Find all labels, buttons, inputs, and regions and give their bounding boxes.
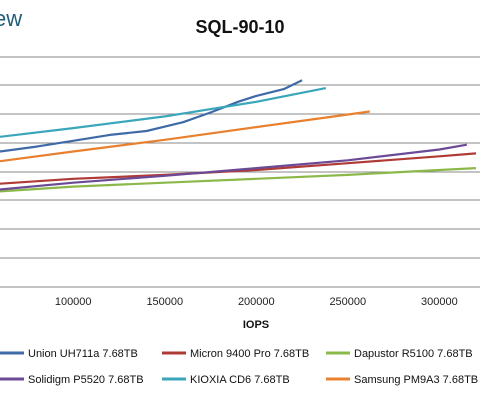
series-line-2 xyxy=(0,152,477,185)
series-line-1 xyxy=(0,79,303,153)
series-line-3 xyxy=(0,167,477,193)
x-tick-label: 200000 xyxy=(238,296,275,308)
x-tick-label: 100000 xyxy=(55,296,92,308)
x-tick-label: 250000 xyxy=(329,296,366,308)
legend-label: Solidigm P5520 7.68TB xyxy=(28,374,144,386)
series-line-5 xyxy=(0,87,327,138)
legend: Union UH711a 7.68TB Micron 9400 Pro 7.68T… xyxy=(0,348,478,386)
series-line-6 xyxy=(0,110,370,163)
legend-label: KIOXIA CD6 7.68TB xyxy=(190,374,290,386)
x-tick-label: 300000 xyxy=(421,296,458,308)
series-line-4 xyxy=(0,143,467,191)
x-tick-label: 150000 xyxy=(146,296,183,308)
chart-title: SQL-90-10 xyxy=(195,17,284,37)
legend-label: Micron 9400 Pro 7.68TB xyxy=(190,348,309,360)
x-axis-label: IOPS xyxy=(243,319,269,331)
x-tick-labels: 100000 150000 200000 250000 300000 xyxy=(55,296,458,308)
brand-logo-text: ew xyxy=(0,6,22,31)
series-lines xyxy=(0,79,477,193)
legend-label: Union UH711a 7.68TB xyxy=(28,348,138,360)
legend-label: Samsung PM9A3 7.68TB xyxy=(354,374,478,386)
gridlines xyxy=(0,56,480,259)
legend-label: Dapustor R5100 7.68TB xyxy=(354,348,473,360)
